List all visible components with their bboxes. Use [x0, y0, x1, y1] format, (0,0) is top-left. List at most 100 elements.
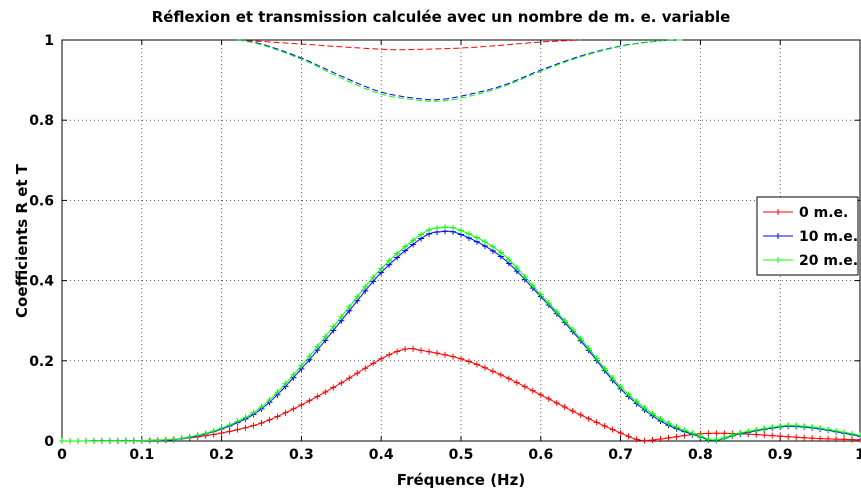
data-point-marker [649, 436, 656, 443]
x-tick-label: 0.3 [289, 447, 314, 463]
data-point-marker [593, 355, 600, 362]
data-point-marker [849, 430, 856, 437]
data-point-marker [202, 430, 209, 437]
data-point-marker [481, 238, 488, 245]
data-point-marker [234, 418, 241, 425]
data-point-marker [625, 391, 632, 398]
data-point-marker [577, 335, 584, 342]
data-point-marker [593, 419, 600, 426]
data-point-marker [362, 283, 369, 290]
data-point-marker [817, 425, 824, 432]
data-point-marker [346, 303, 353, 310]
data-point-marker [178, 435, 185, 442]
data-point-marker [489, 243, 496, 250]
data-point-marker [489, 368, 496, 375]
series-2 [59, 224, 861, 444]
data-point-marker [857, 432, 861, 439]
series-4 [237, 39, 685, 101]
data-point-marker [458, 227, 464, 234]
data-point-marker [705, 436, 712, 443]
data-point-marker [226, 421, 233, 428]
x-tick-label: 0.7 [608, 447, 633, 463]
x-tick-label: 1 [855, 447, 861, 463]
data-point-marker [266, 416, 273, 423]
data-point-marker [601, 422, 608, 429]
data-point-marker [697, 433, 704, 440]
series-3 [237, 39, 581, 51]
series-line [237, 39, 685, 101]
legend-label: 20 m.e. [799, 253, 858, 269]
data-point-marker [218, 425, 225, 432]
data-point-marker [809, 424, 816, 431]
data-point-marker [785, 422, 792, 429]
data-point-marker [250, 409, 257, 416]
data-point-marker [737, 429, 744, 436]
data-point-marker [410, 237, 417, 244]
data-point-marker [833, 436, 840, 443]
data-point-marker [146, 437, 153, 444]
data-point-marker [234, 426, 241, 433]
data-point-marker [513, 264, 520, 271]
data-point-marker [386, 257, 393, 264]
data-point-marker [274, 389, 281, 396]
data-point-marker [673, 424, 680, 431]
data-point-marker [793, 434, 800, 441]
data-point-marker [513, 379, 520, 386]
data-point-marker [625, 433, 632, 440]
data-point-marker [617, 383, 624, 390]
data-point-marker [785, 433, 792, 440]
data-point-marker [689, 430, 696, 437]
data-point-marker [170, 436, 177, 443]
data-point-marker [274, 413, 281, 420]
data-point-marker [617, 429, 624, 436]
data-point-marker [450, 224, 457, 231]
legend-marker [775, 257, 781, 263]
data-point-marker [186, 433, 193, 440]
data-point-marker [585, 415, 592, 422]
data-point-marker [298, 401, 305, 408]
data-point-marker [314, 343, 321, 350]
data-point-marker [633, 436, 640, 443]
data-point-marker [713, 436, 720, 443]
data-point-marker [761, 425, 768, 432]
data-point-marker [394, 348, 401, 355]
legend-label: 10 m.e. [799, 229, 858, 245]
data-point-marker [298, 362, 305, 369]
data-point-marker [402, 346, 409, 353]
data-point-marker [577, 411, 584, 418]
data-point-marker [473, 361, 480, 368]
data-point-marker [354, 370, 361, 377]
data-point-marker [442, 224, 449, 231]
series-line [237, 39, 581, 51]
data-point-marker [330, 384, 337, 391]
data-point-marker [585, 345, 592, 352]
data-point-marker [633, 398, 640, 405]
data-point-marker [242, 424, 249, 431]
data-point-marker [641, 404, 648, 411]
data-point-marker [59, 438, 65, 444]
legend-marker [775, 233, 781, 239]
data-point-marker [66, 437, 73, 444]
data-point-marker [386, 351, 393, 358]
data-point-marker [258, 419, 265, 426]
data-point-marker [777, 433, 784, 440]
data-point-marker [545, 395, 552, 402]
x-axis-label: Fréquence (Hz) [397, 471, 525, 489]
y-tick-label: 0.6 [29, 193, 54, 209]
data-point-marker [90, 437, 97, 444]
data-point-marker [465, 358, 472, 365]
x-tick-label: 0.1 [129, 447, 154, 463]
data-point-marker [354, 293, 361, 300]
data-point-marker [338, 379, 345, 386]
data-point-marker [394, 250, 401, 257]
data-point-marker [442, 351, 449, 358]
legend-label: 0 m.e. [799, 205, 848, 221]
data-point-marker [426, 348, 433, 355]
data-point-marker [761, 432, 768, 439]
data-point-marker [282, 409, 289, 416]
data-point-marker [569, 326, 576, 333]
data-point-marker [346, 375, 353, 382]
series-line [62, 348, 861, 442]
data-point-marker [681, 427, 688, 434]
data-point-marker [338, 313, 345, 320]
